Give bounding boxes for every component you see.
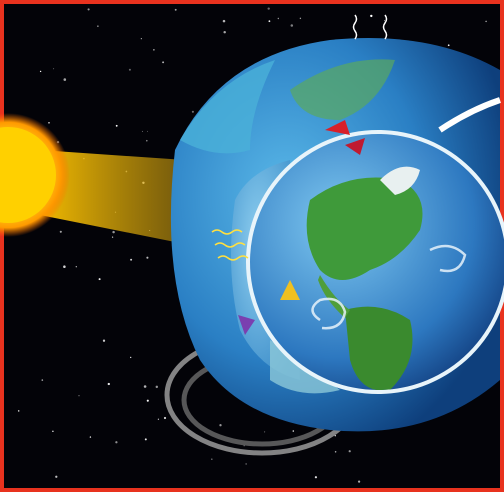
star (211, 458, 213, 460)
star (63, 265, 66, 268)
wave (352, 14, 358, 40)
wavy-lines (352, 14, 388, 40)
star (55, 475, 58, 478)
aurora-band (290, 59, 395, 120)
star (314, 476, 318, 479)
star (223, 30, 226, 34)
star (143, 385, 147, 388)
star (267, 7, 270, 10)
star (53, 68, 55, 70)
north-america (306, 177, 423, 280)
star (107, 382, 110, 386)
star (146, 256, 149, 259)
cyclone (311, 297, 347, 330)
swirl (429, 244, 467, 273)
star (245, 463, 247, 465)
star (17, 410, 20, 412)
star (111, 236, 114, 238)
star (48, 121, 50, 124)
star (98, 278, 101, 281)
arrow (345, 138, 365, 155)
star (157, 418, 160, 420)
star (334, 451, 337, 453)
star (97, 25, 99, 27)
star (144, 438, 147, 441)
star (348, 450, 351, 453)
star (219, 424, 222, 427)
radiation-waves (211, 229, 249, 261)
star (112, 230, 115, 234)
wave (382, 14, 388, 40)
star (146, 139, 148, 142)
star (87, 8, 90, 11)
star (292, 430, 295, 432)
star (268, 20, 271, 23)
star (155, 385, 159, 389)
star (174, 8, 177, 11)
star (75, 266, 77, 268)
star (243, 445, 245, 447)
star (141, 130, 143, 132)
star (222, 19, 226, 23)
star (140, 38, 142, 40)
star (130, 258, 133, 261)
star (191, 110, 194, 113)
star (357, 480, 361, 483)
star (447, 44, 450, 47)
star (115, 124, 118, 127)
star (264, 431, 266, 433)
star (299, 17, 302, 20)
sunlight-beam (40, 150, 190, 245)
star (59, 230, 62, 233)
star (277, 17, 279, 20)
star (485, 20, 487, 23)
star (39, 70, 42, 73)
arrow (238, 315, 255, 335)
white-arrow (438, 97, 501, 133)
wave (217, 255, 249, 261)
star (41, 379, 44, 381)
star (290, 24, 294, 27)
star (146, 399, 149, 402)
star (52, 430, 54, 433)
star (130, 356, 132, 359)
star (63, 78, 67, 81)
sun (0, 127, 56, 223)
star (384, 20, 386, 22)
star (162, 61, 165, 64)
star (334, 435, 336, 437)
star (115, 441, 118, 444)
star (153, 49, 155, 51)
wave (211, 229, 243, 235)
star (146, 130, 148, 132)
greenland (380, 166, 420, 195)
star (163, 416, 167, 420)
star (370, 14, 373, 18)
star (89, 436, 92, 438)
star (102, 339, 106, 342)
continents (306, 166, 423, 390)
star (128, 68, 131, 71)
wave (214, 242, 246, 248)
cloud-swirls (311, 244, 467, 330)
star (78, 395, 80, 397)
arrow (280, 280, 300, 300)
upper-layer (180, 60, 275, 154)
south-america (345, 306, 413, 390)
arrow (325, 120, 350, 135)
